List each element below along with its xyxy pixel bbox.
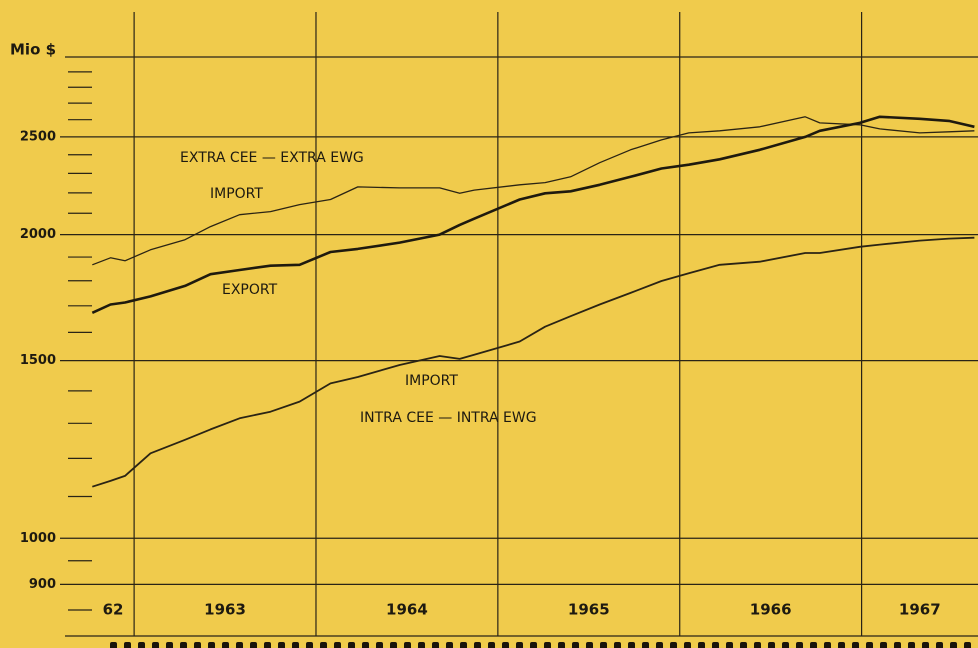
perforation bbox=[166, 642, 173, 648]
perforation bbox=[502, 642, 509, 648]
perforation bbox=[572, 642, 579, 648]
perforation bbox=[782, 642, 789, 648]
y-tick-label: 900 bbox=[29, 577, 56, 592]
perforation bbox=[516, 642, 523, 648]
perforation bbox=[488, 642, 495, 648]
perforation bbox=[698, 642, 705, 648]
perforation bbox=[796, 642, 803, 648]
y-tick-label: 2000 bbox=[20, 227, 56, 242]
perforation bbox=[768, 642, 775, 648]
perforation bbox=[754, 642, 761, 648]
perforation bbox=[418, 642, 425, 648]
perforation bbox=[964, 642, 971, 648]
perforation bbox=[894, 642, 901, 648]
x-tick-label: 1963 bbox=[204, 601, 246, 619]
perforation bbox=[558, 642, 565, 648]
perforation bbox=[474, 642, 481, 648]
perforation bbox=[642, 642, 649, 648]
perforation bbox=[460, 642, 467, 648]
perforation bbox=[446, 642, 453, 648]
perforation bbox=[138, 642, 145, 648]
perforation bbox=[110, 642, 117, 648]
perforation bbox=[264, 642, 271, 648]
perforation bbox=[278, 642, 285, 648]
perforation bbox=[880, 642, 887, 648]
perforation bbox=[292, 642, 299, 648]
line-series bbox=[92, 116, 975, 266]
perforation bbox=[334, 642, 341, 648]
perforation bbox=[950, 642, 957, 648]
perforation bbox=[600, 642, 607, 648]
perforation bbox=[866, 642, 873, 648]
y-axis-label: Mio $ bbox=[10, 41, 56, 59]
line-series bbox=[91, 115, 975, 314]
perforation bbox=[362, 642, 369, 648]
perforation bbox=[670, 642, 677, 648]
perforation bbox=[404, 642, 411, 648]
perforation bbox=[544, 642, 551, 648]
perforation bbox=[320, 642, 327, 648]
perforation bbox=[152, 642, 159, 648]
perforation bbox=[306, 642, 313, 648]
perforation bbox=[628, 642, 635, 648]
perforation bbox=[250, 642, 257, 648]
perforation bbox=[390, 642, 397, 648]
perforation bbox=[180, 642, 187, 648]
line-series bbox=[92, 236, 975, 488]
series-label: IMPORT bbox=[405, 373, 458, 389]
perforation bbox=[838, 642, 845, 648]
y-tick-label: 2500 bbox=[20, 129, 56, 144]
perforation bbox=[936, 642, 943, 648]
perforation bbox=[684, 642, 691, 648]
perforation bbox=[656, 642, 663, 648]
annotation: EXTRA CEE — EXTRA EWG bbox=[180, 150, 364, 166]
perforation bbox=[586, 642, 593, 648]
perforation bbox=[712, 642, 719, 648]
perforation bbox=[908, 642, 915, 648]
series-label: EXPORT bbox=[222, 282, 278, 298]
x-tick-label: 1967 bbox=[899, 601, 941, 619]
x-tick-label: 1964 bbox=[386, 601, 428, 619]
perforation bbox=[810, 642, 817, 648]
perforation bbox=[222, 642, 229, 648]
perforation bbox=[348, 642, 355, 648]
x-tick-label: 1965 bbox=[568, 601, 610, 619]
series-label: IMPORT bbox=[210, 186, 263, 202]
perforation bbox=[852, 642, 859, 648]
perforation bbox=[740, 642, 747, 648]
perforation bbox=[208, 642, 215, 648]
perforation bbox=[376, 642, 383, 648]
y-tick-label: 1000 bbox=[20, 531, 56, 546]
perforation bbox=[124, 642, 131, 648]
x-tick-label: 62 bbox=[103, 601, 124, 619]
annotation: INTRA CEE — INTRA EWG bbox=[360, 410, 537, 426]
x-tick-label: 1966 bbox=[750, 601, 792, 619]
y-tick-label: 1500 bbox=[20, 353, 56, 368]
perforation bbox=[236, 642, 243, 648]
perforation bbox=[530, 642, 537, 648]
perforation bbox=[726, 642, 733, 648]
perforation bbox=[922, 642, 929, 648]
perforation bbox=[614, 642, 621, 648]
perforation bbox=[194, 642, 201, 648]
perforation bbox=[824, 642, 831, 648]
perforation bbox=[432, 642, 439, 648]
